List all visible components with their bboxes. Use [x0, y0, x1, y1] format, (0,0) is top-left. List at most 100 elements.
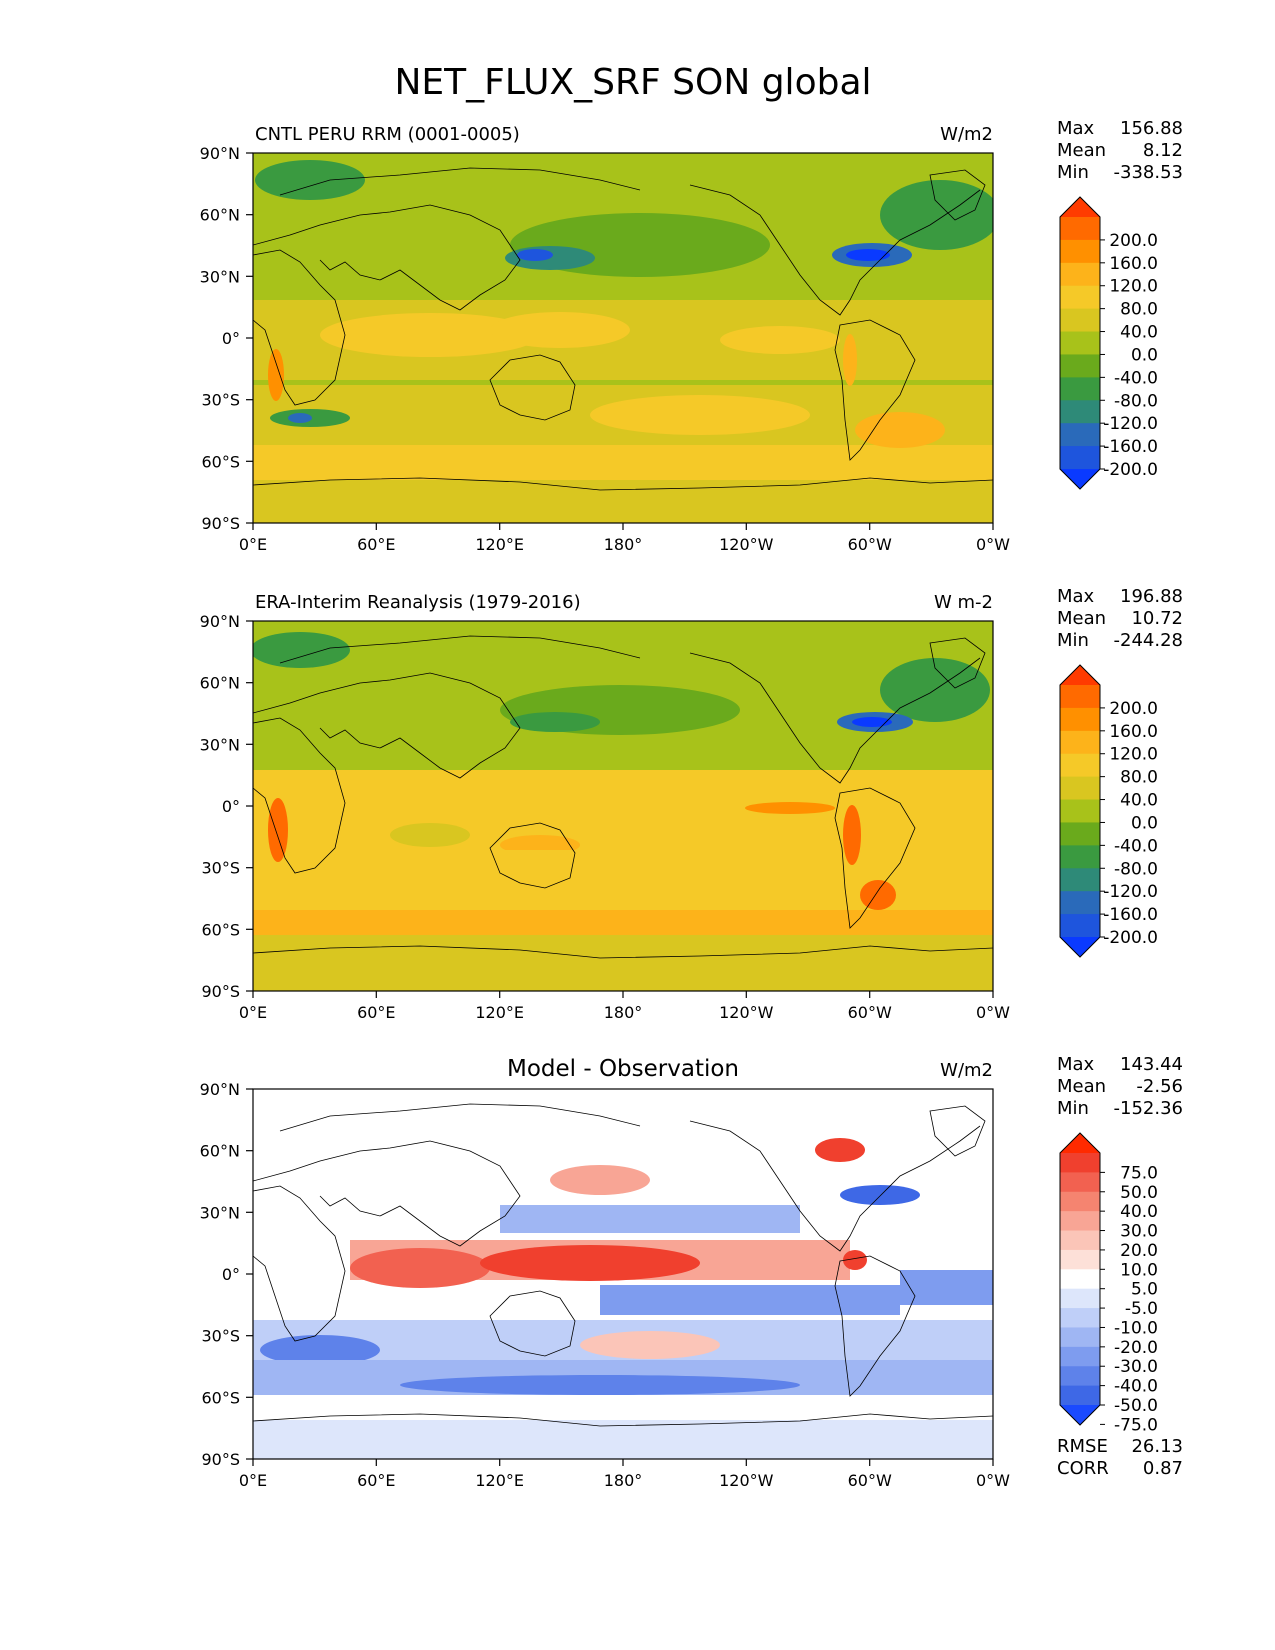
colorbar-label: -30.0: [1114, 1357, 1158, 1377]
colorbar-label: 120.0: [1109, 277, 1158, 297]
colorbar-segment: [1060, 707, 1100, 732]
y-axis: 90°N 60°N 30°N 0° 30°S 60°S 90°S: [200, 144, 253, 533]
x-tick-label: 60°E: [357, 1471, 395, 1490]
y-tick-label: 90°S: [201, 1450, 240, 1469]
colorbar-label: 80.0: [1120, 768, 1158, 788]
field-southern-ocean-edge: [253, 935, 993, 947]
colorbar-label: -160.0: [1103, 905, 1158, 925]
colorbar-segment: [1060, 377, 1100, 401]
colorbar-label: -40.0: [1114, 836, 1158, 856]
panel-title: Model - Observation: [507, 1056, 739, 1082]
field-kuroshio: [510, 712, 600, 732]
field-peru-warm: [843, 334, 857, 386]
x-tick-label: 120°E: [475, 1471, 524, 1490]
x-tick-label: 0°E: [239, 535, 267, 554]
field-arctic-cool: [255, 160, 365, 200]
coast-africa: [253, 249, 346, 406]
y-tick-label: 90°N: [200, 1080, 240, 1099]
stat-label-max: Max: [1057, 118, 1095, 139]
colorbar-segment: [1060, 1366, 1100, 1387]
field-kuroshio-core: [517, 249, 553, 261]
colorbar-label: 40.0: [1120, 323, 1158, 343]
colorbar-segment: [1060, 423, 1100, 447]
coast-antarctica: [253, 945, 993, 959]
colorbar-label: 40.0: [1120, 1202, 1158, 1222]
colorbar-segment: [1060, 914, 1100, 938]
colorbar-label: 0.0: [1131, 345, 1158, 365]
colorbar-label: 200.0: [1109, 231, 1158, 251]
colorbar-label: -5.0: [1125, 1299, 1158, 1319]
rmse-label: RMSE: [1057, 1436, 1108, 1457]
colorbar-segment: [1060, 239, 1100, 264]
coast-arctic: [279, 635, 641, 664]
field-gulf-stream-cool: [840, 1185, 920, 1205]
y-tick-label: 30°S: [201, 1327, 240, 1346]
x-tick-label: 60°W: [848, 535, 892, 554]
colorbar-label: -20.0: [1114, 1338, 1158, 1358]
x-tick-label: 0°E: [239, 1003, 267, 1022]
colorbar-segment: [1060, 1288, 1100, 1309]
field-north-pacific-subtropics: [500, 1205, 800, 1233]
field-east-pacific-hot: [745, 802, 835, 814]
y-tick-label: 90°N: [200, 144, 240, 163]
field-agulhas-core: [288, 413, 312, 423]
colorbar-label: -75.0: [1114, 1415, 1158, 1435]
panel-title: CNTL PERU RRM (0001-0005): [255, 124, 520, 145]
colorbar-segment: [1060, 446, 1100, 470]
colorbar-label: 160.0: [1109, 254, 1158, 274]
colorbar-label: -40.0: [1114, 1377, 1158, 1397]
colorbar-extend-top: [1060, 197, 1100, 217]
field-tropical-band: [253, 770, 993, 850]
colorbar-label: -160.0: [1103, 437, 1158, 457]
stat-value-max: 196.88: [1120, 586, 1183, 607]
colorbar-segment: [1060, 1249, 1100, 1270]
field-south-pacific-warm: [590, 395, 810, 435]
field-gulf-stream-core: [852, 717, 892, 727]
y-tick-label: 60°N: [200, 674, 240, 693]
colorbar-segment: [1060, 354, 1100, 378]
stat-value-min: -338.53: [1114, 162, 1183, 183]
field-southern-ocean: [253, 445, 993, 480]
field-west-pacific-warm: [490, 312, 630, 348]
stat-value-max: 156.88: [1120, 118, 1183, 139]
stat-value-mean: 8.12: [1143, 140, 1183, 161]
coast-eurasia: [253, 204, 521, 311]
field-benguela-hot: [268, 798, 288, 862]
colorbar-segment: [1060, 1346, 1100, 1367]
corr-value: 0.87: [1143, 1458, 1183, 1479]
y-tick-label: 60°S: [201, 452, 240, 471]
x-tick-label: 60°E: [357, 535, 395, 554]
field-east-pacific-cool: [600, 1285, 900, 1315]
colorbar-label: 75.0: [1120, 1163, 1158, 1183]
field-east-pacific-warm: [720, 326, 840, 354]
x-tick-label: 180°: [604, 1003, 643, 1022]
y-tick-label: 30°N: [200, 735, 240, 754]
coast-eurasia: [253, 672, 521, 779]
stat-label-min: Min: [1057, 630, 1089, 651]
field-east-pacific-warm: [843, 1250, 867, 1270]
colorbar-segment: [1060, 1191, 1100, 1212]
colorbar: 200.0 160.0 120.0 80.0 40.00.0 -40.0 -80.0 -120…: [1059, 196, 1158, 490]
y-axis: 90°N 60°N 30°N 0° 30°S 60°S 90°S: [200, 612, 253, 1001]
stat-label-mean: Mean: [1057, 140, 1106, 161]
x-axis: 0°E 60°E 120°E 180° 120°W 60°W 0°W: [239, 1459, 1010, 1490]
colorbar-segment: [1060, 1153, 1100, 1173]
colorbar-label: 10.0: [1120, 1260, 1158, 1280]
coastlines: [253, 167, 993, 491]
colorbar-segment: [1060, 262, 1100, 287]
coastlines: [253, 1103, 993, 1427]
coast-south-america: [834, 787, 916, 929]
colorbar-segment: [1060, 1230, 1100, 1251]
units-label: W/m2: [940, 124, 993, 145]
y-tick-label: 90°S: [201, 982, 240, 1001]
colorbar-label: -120.0: [1103, 414, 1158, 434]
field-indian-ocean: [390, 823, 470, 847]
x-tick-label: 60°E: [357, 1003, 395, 1022]
y-tick-label: 0°: [222, 329, 240, 348]
colorbar: 200.0 160.0 120.0 80.0 40.00.0 -40.0 -80.0 -120…: [1059, 664, 1158, 958]
coast-antarctica: [253, 1413, 993, 1427]
colorbar-segment: [1060, 308, 1100, 333]
colorbar-label: -120.0: [1103, 882, 1158, 902]
field-indian-ocean-hot: [350, 1248, 490, 1288]
